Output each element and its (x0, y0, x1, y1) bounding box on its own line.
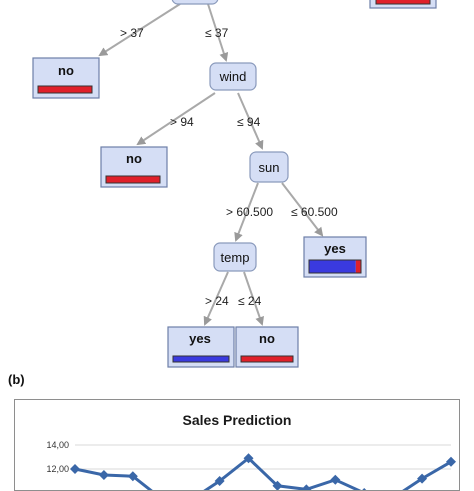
leaf-yes: yes (303, 236, 367, 278)
decision-node-root (171, 0, 219, 5)
node-label: wind (219, 69, 247, 84)
data-point (446, 456, 456, 467)
class-bar-yes (173, 356, 229, 362)
class-bar-no (38, 86, 92, 93)
edge-wind-to-no (136, 92, 216, 146)
class-bar-yes (309, 260, 356, 273)
data-point (98, 470, 109, 480)
class-bar-no (376, 0, 430, 4)
data-point (362, 488, 367, 490)
leaf-label: no (58, 63, 74, 78)
y-tick-label: 14,00 (46, 440, 69, 450)
decision-node-sun: sun (249, 151, 289, 183)
decision-node-wind: wind (209, 62, 257, 91)
panel-label: (b) (8, 372, 25, 387)
chart-title: Sales Prediction (182, 412, 292, 428)
edge-sun-to-temp (234, 182, 259, 242)
node-label: temp (221, 250, 250, 265)
edge-label: > 37 (120, 26, 144, 40)
leaf-label: no (126, 151, 142, 166)
leaf-top-right (369, 0, 437, 9)
class-bar-no (355, 260, 361, 273)
edge-label: > 94 (170, 115, 194, 129)
edge-label: ≤ 94 (237, 115, 261, 129)
edge-root-to-wind (207, 3, 229, 62)
leaf-label: yes (324, 241, 346, 256)
leaf-no: no (100, 146, 168, 188)
edge-wind-to-sun (237, 92, 264, 150)
sales-chart: 14,00 12,00 Sales Prediction (14, 399, 460, 491)
edge-temp-to-yes (203, 271, 229, 326)
decision-tree: > 37 ≤ 37 > 94 ≤ 94 > 60.500 ≤ 60.500 > … (32, 0, 437, 368)
class-bar-no (106, 176, 160, 183)
data-point (243, 453, 254, 464)
edge-label: ≤ 37 (205, 26, 229, 40)
class-bar-no (241, 356, 293, 362)
data-point (330, 474, 341, 485)
edge-root-to-no (98, 3, 181, 57)
leaf-label: no (259, 331, 275, 346)
edge-label: ≤ 24 (238, 294, 262, 308)
edge-label: ≤ 60.500 (291, 205, 338, 219)
leaf-no: no (235, 326, 299, 368)
decision-node-temp: temp (213, 242, 257, 272)
edge-label: > 24 (205, 294, 229, 308)
leaf-no: no (32, 57, 100, 99)
edge-sun-to-yes (281, 182, 324, 237)
leaf-label: yes (189, 331, 211, 346)
node-label: sun (259, 160, 280, 175)
edge-temp-to-no (243, 271, 264, 326)
edge-label: > 60.500 (226, 205, 273, 219)
leaf-yes: yes (167, 326, 235, 368)
data-point (70, 464, 80, 474)
y-tick-label: 12,00 (46, 464, 69, 474)
